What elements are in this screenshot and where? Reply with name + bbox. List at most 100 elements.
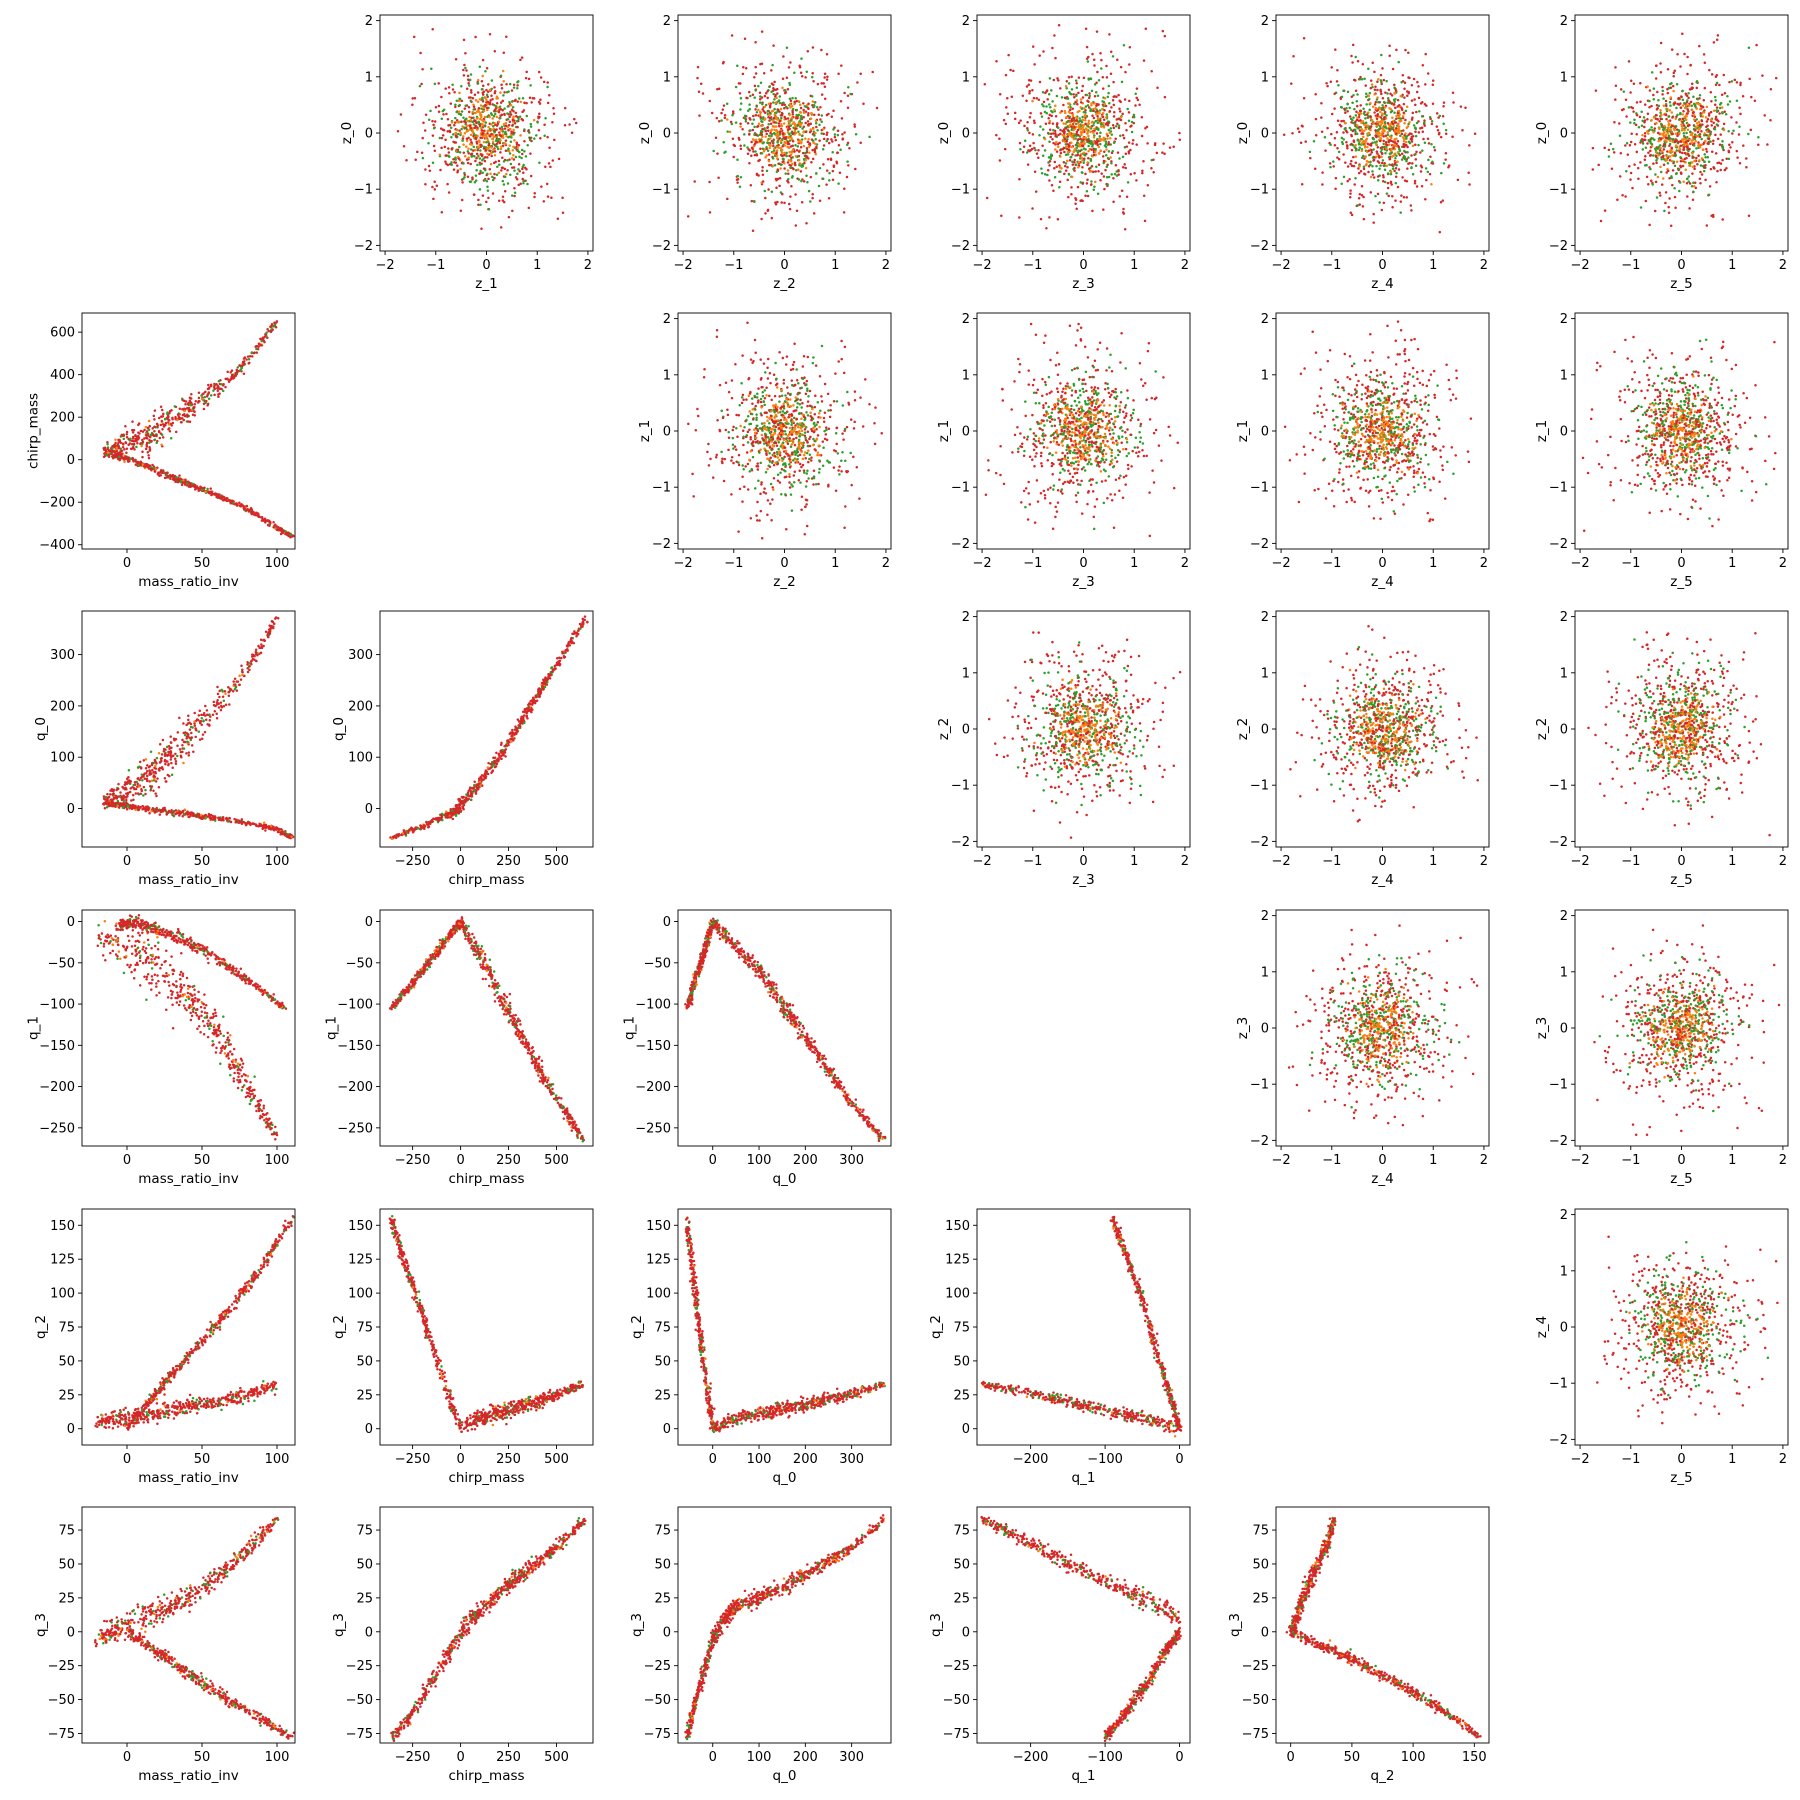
scatter-point	[134, 804, 137, 808]
scatter-point	[169, 474, 173, 478]
scatter-point	[156, 777, 159, 780]
scatter-point	[519, 1023, 522, 1026]
scatter-point	[189, 936, 192, 939]
scatter-point	[540, 1069, 544, 1073]
scatter-point	[265, 991, 268, 995]
scatter-point	[147, 434, 150, 438]
scatter-point	[473, 780, 476, 784]
y-tick-label: −200	[39, 1080, 75, 1095]
scatter-point	[121, 433, 125, 437]
scatter-point	[234, 374, 238, 377]
scatter-point	[474, 940, 478, 943]
scatter-point	[420, 967, 423, 970]
scatter-point	[181, 738, 184, 742]
scatter-point	[551, 1087, 554, 1091]
scatter-point	[554, 1096, 558, 1100]
scatter-point	[226, 1031, 229, 1035]
scatter-point	[229, 371, 232, 374]
scatter-point	[264, 521, 267, 524]
scatter-point	[130, 805, 133, 808]
scatter-point	[718, 937, 722, 941]
scatter-point	[264, 630, 268, 633]
scatter-point	[137, 422, 141, 425]
scatter-point	[476, 949, 479, 953]
scatter-point	[167, 980, 170, 984]
scatter-point	[136, 806, 140, 809]
x-tick-label: 250	[496, 1153, 521, 1168]
scatter-point	[506, 739, 509, 743]
scatter-point	[510, 735, 513, 738]
scatter-point	[130, 447, 133, 451]
scatter-point	[247, 982, 250, 985]
scatter-point	[117, 455, 121, 459]
scatter-point	[163, 752, 167, 756]
scatter-point	[126, 804, 129, 807]
scatter-point	[741, 955, 744, 959]
scatter-point	[173, 405, 177, 408]
scatter-point	[161, 807, 165, 810]
scatter-point	[178, 932, 182, 935]
scatter-point	[176, 413, 180, 416]
scatter-point	[562, 1117, 566, 1120]
scatter-point	[118, 924, 122, 928]
scatter-point	[158, 991, 161, 994]
scatter-point	[716, 919, 719, 922]
scatter-point	[254, 648, 258, 651]
scatter-point	[580, 625, 583, 629]
panel-lower-0: 0 50 100−400−2000200400600mass_ratio_invch…	[26, 312, 296, 590]
scatter-point	[444, 937, 447, 941]
scatter-point	[213, 704, 217, 707]
scatter-point	[207, 387, 211, 390]
scatter-point	[242, 363, 245, 367]
scatter-point	[110, 787, 114, 791]
scatter-point	[107, 802, 110, 806]
scatter-point	[137, 785, 141, 788]
scatter-point	[167, 745, 171, 748]
scatter-point	[166, 411, 169, 414]
scatter-point	[541, 1082, 545, 1085]
scatter-point	[248, 355, 252, 358]
scatter-point	[236, 1071, 240, 1075]
scatter-point	[496, 996, 499, 1000]
scatter-point	[570, 1121, 574, 1124]
scatter-point	[854, 1103, 858, 1106]
scatter-point	[198, 709, 202, 712]
scatter-point	[230, 971, 233, 975]
scatter-point	[152, 789, 155, 792]
scatter-point	[216, 692, 220, 696]
scatter-point	[270, 1121, 273, 1124]
scatter-point	[491, 974, 494, 978]
scatter-point	[414, 981, 417, 985]
scatter-point	[139, 776, 143, 780]
scatter-point	[158, 766, 162, 770]
scatter-point	[223, 963, 226, 966]
scatter-point	[125, 451, 128, 455]
scatter-point	[138, 959, 142, 963]
scatter-point	[201, 817, 205, 820]
x-tick-label: 100	[265, 854, 290, 869]
scatter-point	[118, 922, 121, 925]
scatter-point	[153, 766, 156, 770]
scatter-point	[272, 520, 275, 524]
scatter-point	[197, 391, 201, 394]
scatter-point	[489, 766, 493, 769]
scatter-point	[190, 1014, 194, 1018]
scatter-point	[403, 831, 407, 835]
scatter-point	[183, 414, 187, 418]
scatter-point	[223, 1052, 227, 1055]
scatter-point	[176, 418, 179, 422]
scatter-point	[157, 979, 160, 983]
scatter-point	[222, 705, 226, 708]
scatter-point	[276, 1000, 279, 1003]
scatter-point	[143, 437, 146, 440]
scatter-point	[454, 804, 458, 807]
scatter-point	[203, 1006, 206, 1010]
scatter-point	[543, 685, 547, 689]
scatter-point	[260, 988, 263, 992]
scatter-point	[259, 344, 263, 347]
scatter-point	[765, 975, 768, 979]
scatter-point	[141, 455, 144, 459]
scatter-point	[403, 993, 406, 997]
scatter-point	[184, 940, 187, 943]
scatter-point	[166, 471, 169, 474]
